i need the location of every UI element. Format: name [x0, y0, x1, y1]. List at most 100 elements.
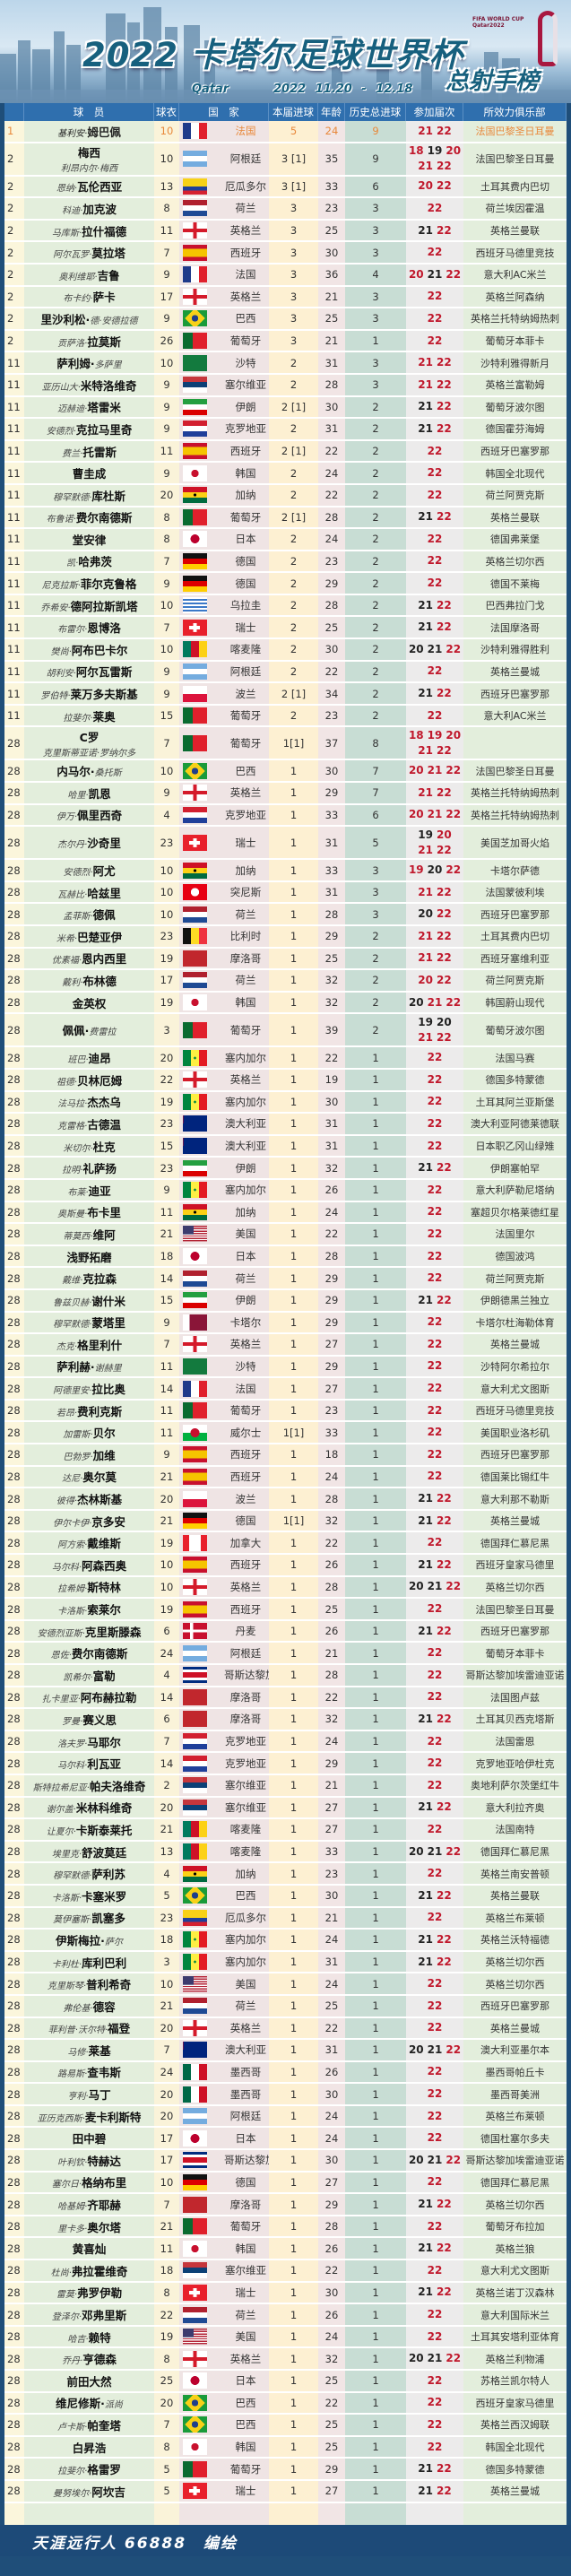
shirt-number-cell: 19: [154, 992, 179, 1015]
country-cell: 厄瓜多尔: [224, 176, 269, 199]
name-separator: ·: [84, 1739, 88, 1749]
country-cell: 突尼斯: [224, 881, 269, 905]
player-given-name: 奥利维耶: [58, 272, 95, 282]
player-surname: 费尔南德斯: [75, 511, 133, 525]
shirt-number-cell: 14: [154, 1687, 179, 1710]
rank-cell: 28: [4, 1114, 24, 1136]
flag-cell: [179, 1841, 224, 1864]
club-cell: 韩国全北现代: [463, 463, 567, 485]
edition-year: 21: [418, 1030, 433, 1044]
table-row: 28 阿德里安·拉比奥 14 法国 1 27 1 22 意大利尤文图斯: [4, 1378, 567, 1401]
player-name-cell: 拉斐尔·莱奥: [24, 705, 154, 728]
edition-year: 22: [437, 1888, 452, 1902]
editions-cell: 18 19 20 21 22: [406, 727, 463, 761]
rank-cell: 28: [4, 827, 24, 861]
country-cell: 丹麦: [224, 1620, 269, 1644]
shirt-number-cell: 7: [154, 1730, 179, 1754]
player-given-name: 曼努埃尔: [53, 2488, 90, 2499]
rank-cell: 28: [4, 2436, 24, 2459]
edition-year: 22: [427, 1249, 443, 1262]
flag-eng-icon: [183, 1578, 207, 1595]
country-cell: 克罗地亚: [224, 1730, 269, 1754]
age-cell: 28: [318, 507, 345, 530]
edition-year: 21: [418, 124, 433, 137]
shirt-number-cell: 7: [154, 2415, 179, 2437]
country-cell: 美国: [224, 1973, 269, 1996]
player-surname: 金英权: [72, 996, 107, 1010]
name-separator: ·: [78, 956, 82, 967]
goals-cell: 1: [269, 2172, 318, 2195]
total-goals-cell: 3: [345, 242, 406, 265]
player-name-cell: 达尼·奥尔莫: [24, 1466, 154, 1489]
total-goals-cell: 1: [345, 2150, 406, 2173]
player-name-cell: 加雷斯·贝尔: [24, 1422, 154, 1445]
name-separator: ·: [74, 2290, 78, 2301]
flag-cell: [179, 1709, 224, 1731]
flag-cell: [179, 1069, 224, 1092]
rank-cell: 11: [4, 463, 24, 485]
editions-cell: 22: [406, 1819, 463, 1842]
name-separator: ·: [82, 1628, 85, 1639]
edition-year: 22: [427, 1470, 443, 1483]
edition-year: 21: [418, 1888, 433, 1902]
edition-year: 21: [418, 951, 433, 965]
shirt-number-cell: 10: [154, 352, 179, 375]
shirt-number-cell: 9: [154, 1312, 179, 1335]
goals-cell: 1: [269, 926, 318, 949]
edition-year: 22: [427, 2308, 443, 2321]
age-cell: 28: [318, 904, 345, 926]
player-surname: 亨德森: [82, 2353, 117, 2367]
country-cell: 澳大利亚: [224, 2040, 269, 2062]
rank-cell: 28: [4, 1224, 24, 1246]
age-cell: 31: [318, 352, 345, 375]
club-cell: 法国巴黎圣日耳曼: [463, 760, 567, 784]
club-cell: 巴西弗拉门戈: [463, 594, 567, 618]
total-goals-cell: 1: [345, 1444, 406, 1467]
name-separator: ·: [85, 2092, 89, 2103]
flag-cell: [179, 1047, 224, 1070]
goals-cell: 3: [269, 220, 318, 243]
rank-cell: 28: [4, 881, 24, 905]
flag-us-icon: [183, 2329, 207, 2346]
rank-cell: 28: [4, 1973, 24, 1996]
rank-cell: 28: [4, 1555, 24, 1577]
player-surname: 马耶尔: [87, 1735, 121, 1749]
shirt-number-cell: 9: [154, 374, 179, 397]
rank-cell: 28: [4, 1014, 24, 1048]
age-cell: 27: [318, 2480, 345, 2503]
flag-pt-icon: [183, 734, 207, 751]
edition-year: 21: [418, 2198, 433, 2211]
shirt-number-cell: 21: [154, 1819, 179, 1842]
club-cell: 德国霍芬海姆: [463, 419, 567, 441]
name-separator: ·: [84, 1607, 88, 1618]
player-name-cell: 卡利杜·库利巴利: [24, 1951, 154, 1974]
edition-year: 21: [418, 1492, 433, 1505]
player-surname: 哈弗茨: [78, 555, 112, 569]
name-separator: ·: [84, 2467, 88, 2477]
player-given-name: 马库斯: [51, 228, 79, 239]
shirt-number-cell: 7: [154, 242, 179, 265]
player-given-name: 拉斐尔: [63, 713, 91, 724]
edition-year: 20: [408, 267, 424, 281]
editions-cell: 21 22: [406, 1797, 463, 1820]
rank-cell: 2: [4, 242, 24, 265]
player-surname: 凯恩: [88, 786, 111, 801]
goals-cell: 2: [269, 661, 318, 684]
header-age: 年龄: [318, 103, 345, 121]
flag-cell: [179, 1774, 224, 1798]
flag-ch-icon: [183, 619, 207, 636]
name-separator: ·: [90, 1360, 95, 1375]
flag-cell: [179, 1091, 224, 1115]
age-cell: 37: [318, 727, 345, 761]
shirt-number-cell: 18: [154, 2260, 179, 2283]
goals-cell: 1: [269, 1158, 318, 1180]
player-name-cell: 亚历克西斯·麦卡利斯特: [24, 2105, 154, 2129]
flag-cell: [179, 1973, 224, 1996]
player-surname: 加克波: [82, 202, 117, 216]
shirt-number-cell: 20: [154, 2017, 179, 2041]
edition-year: 22: [427, 664, 443, 678]
goals-cell: 1: [269, 2304, 318, 2327]
club-cell: 墨西哥帕丘卡: [463, 2061, 567, 2085]
name-separator: ·: [90, 912, 93, 923]
name-separator: ·: [85, 312, 91, 326]
